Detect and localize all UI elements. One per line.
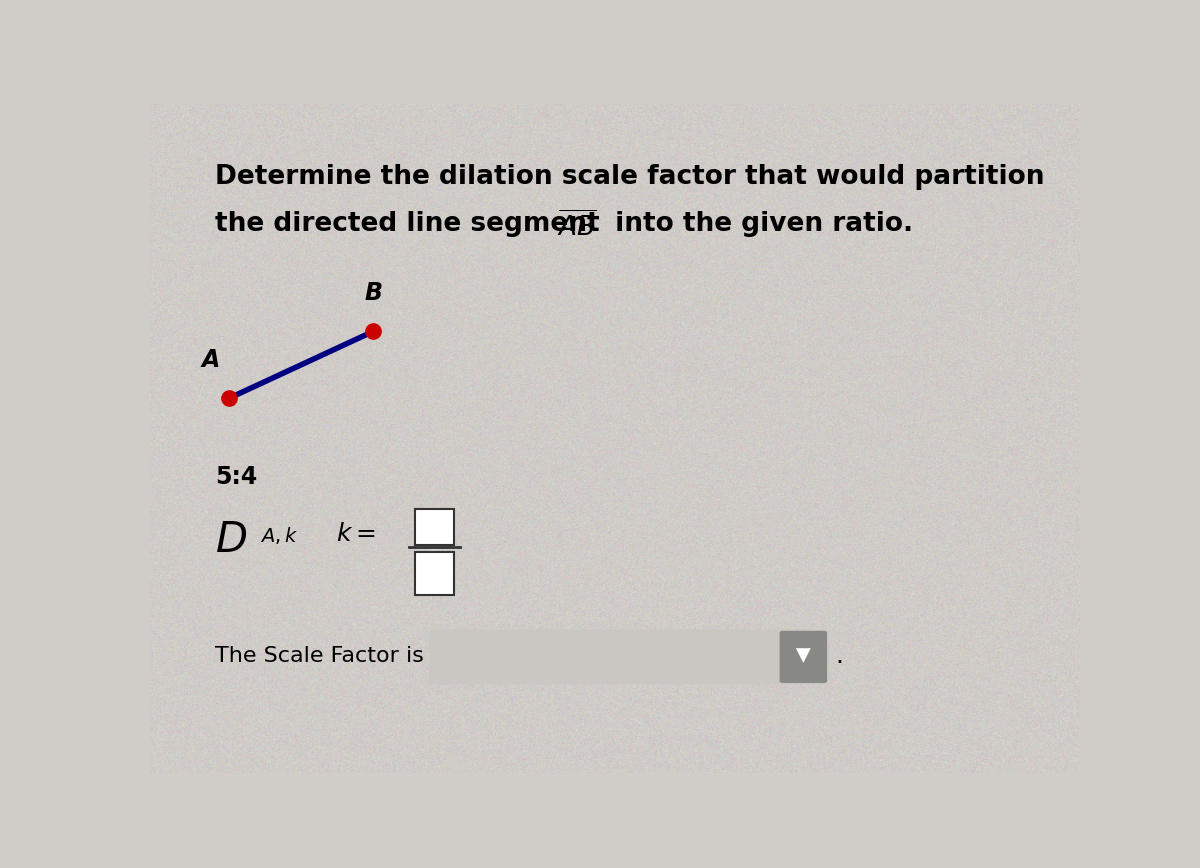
Text: Determine the dilation scale factor that would partition: Determine the dilation scale factor that… [215, 164, 1044, 190]
Text: the directed line segment: the directed line segment [215, 211, 618, 237]
Text: .: . [835, 643, 844, 667]
Text: $\overline{AB}$: $\overline{AB}$ [557, 211, 596, 242]
FancyBboxPatch shape [415, 509, 454, 545]
FancyBboxPatch shape [415, 552, 454, 595]
FancyBboxPatch shape [780, 631, 827, 683]
Text: 5:4: 5:4 [215, 465, 257, 489]
Text: $\mathit{D}$: $\mathit{D}$ [215, 518, 247, 561]
Polygon shape [796, 648, 811, 663]
Text: [ Select ]: [ Select ] [443, 646, 530, 665]
Text: The Scale Factor is: The Scale Factor is [215, 646, 424, 666]
Text: B: B [365, 280, 382, 305]
Text: into the given ratio.: into the given ratio. [606, 211, 913, 237]
Text: A: A [202, 347, 220, 372]
FancyBboxPatch shape [430, 629, 829, 684]
Text: $k =$: $k =$ [336, 522, 376, 546]
Text: $\mathit{A,k}$: $\mathit{A,k}$ [259, 525, 298, 546]
